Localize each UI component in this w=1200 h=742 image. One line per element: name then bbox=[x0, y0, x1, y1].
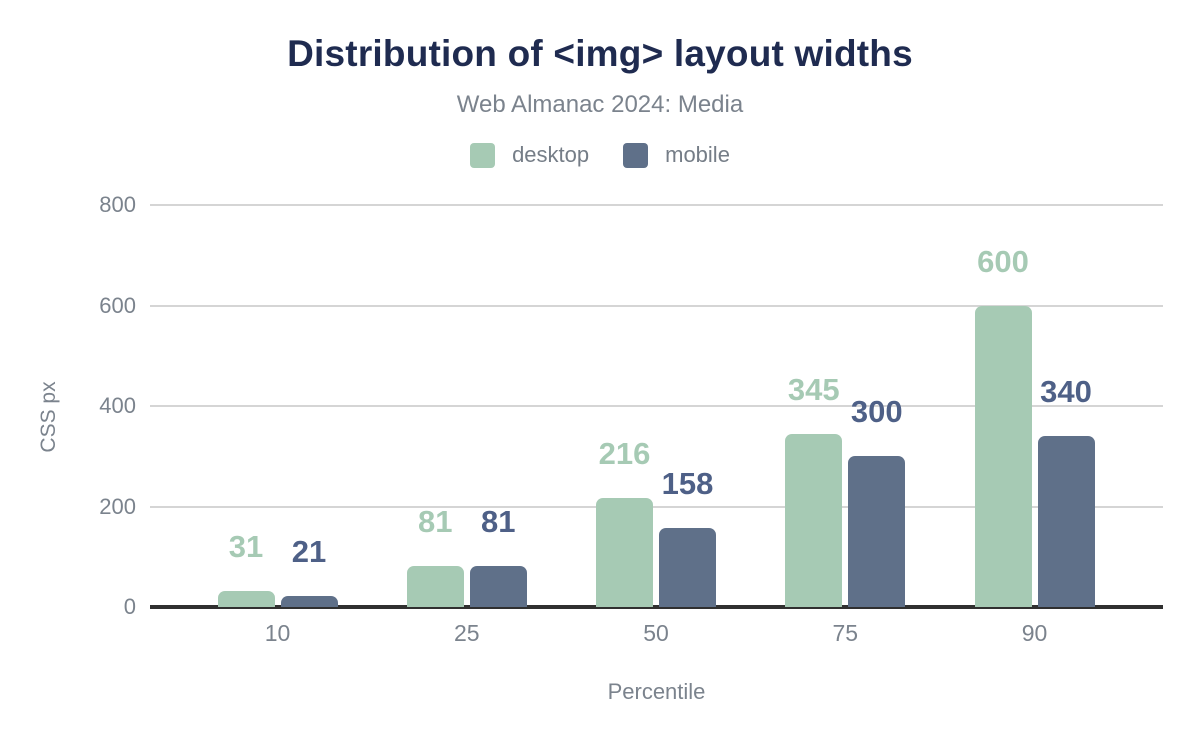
x-axis-tick-label-75: 75 bbox=[832, 620, 859, 646]
bar-mobile-p90[interactable] bbox=[1037, 436, 1095, 607]
bar-value-label-desktop-p75: 345 bbox=[787, 372, 840, 407]
bar-value-label-mobile-p50: 158 bbox=[661, 466, 714, 501]
bar-mobile-p25[interactable] bbox=[469, 566, 527, 607]
legend-swatch-icon-desktop bbox=[470, 142, 496, 168]
bar-desktop-p25[interactable] bbox=[406, 566, 464, 607]
legend-swatch-icon-mobile bbox=[623, 142, 649, 168]
plot-area: 10 31 21 25 81 81 50 216 158 75 345 300 90 600 340 bbox=[150, 204, 1163, 646]
x-axis-tick-label-10: 10 bbox=[264, 620, 291, 646]
bar-desktop-p75[interactable] bbox=[785, 434, 843, 607]
y-axis-tick-label-400: 400 bbox=[99, 393, 136, 418]
legend-label-desktop: desktop bbox=[512, 142, 590, 167]
y-axis-tick-label-0: 0 bbox=[123, 594, 136, 619]
y-axis-tick-label-200: 200 bbox=[99, 493, 136, 519]
x-axis-line bbox=[150, 605, 1163, 609]
legend-item-mobile[interactable]: mobile bbox=[623, 142, 730, 168]
x-axis-title: Percentile bbox=[607, 679, 706, 704]
chart-title: Distribution of <img> layout widths bbox=[287, 33, 913, 74]
bar-value-label-desktop-p10: 31 bbox=[228, 529, 264, 564]
y-axis-tick-label-800: 800 bbox=[99, 192, 136, 217]
bar-mobile-p75[interactable] bbox=[848, 456, 906, 607]
bar-value-label-mobile-p90: 340 bbox=[1040, 374, 1092, 409]
bar-mobile-p10[interactable] bbox=[280, 596, 338, 607]
x-axis-tick-label-25: 25 bbox=[453, 620, 480, 646]
chart-subtitle: Web Almanac 2024: Media bbox=[456, 91, 744, 118]
legend: desktop mobile bbox=[0, 142, 1200, 168]
bar-value-label-desktop-p50: 216 bbox=[598, 436, 651, 471]
bar-desktop-p50[interactable] bbox=[596, 498, 653, 607]
gridline-400 bbox=[150, 405, 1163, 407]
gridline-800 bbox=[150, 204, 1163, 207]
bar-desktop-p10[interactable] bbox=[217, 591, 275, 607]
bar-desktop-p90[interactable] bbox=[974, 306, 1032, 607]
y-axis-tick-label-600: 600 bbox=[99, 292, 136, 318]
legend-label-mobile: mobile bbox=[665, 142, 730, 167]
bar-value-label-desktop-p90: 600 bbox=[977, 244, 1029, 279]
bar-mobile-p50[interactable] bbox=[659, 528, 716, 607]
x-axis-tick-label-50: 50 bbox=[643, 620, 669, 646]
bar-value-label-mobile-p25: 81 bbox=[481, 504, 516, 539]
legend-item-desktop[interactable]: desktop bbox=[470, 142, 589, 168]
bar-value-label-mobile-p75: 300 bbox=[850, 394, 903, 429]
gridline-200 bbox=[150, 505, 1163, 508]
bar-value-label-mobile-p10: 21 bbox=[291, 534, 327, 569]
x-axis-tick-label-90: 90 bbox=[1021, 620, 1048, 646]
bar-value-label-desktop-p25: 81 bbox=[418, 504, 453, 539]
gridline-600 bbox=[150, 304, 1163, 307]
